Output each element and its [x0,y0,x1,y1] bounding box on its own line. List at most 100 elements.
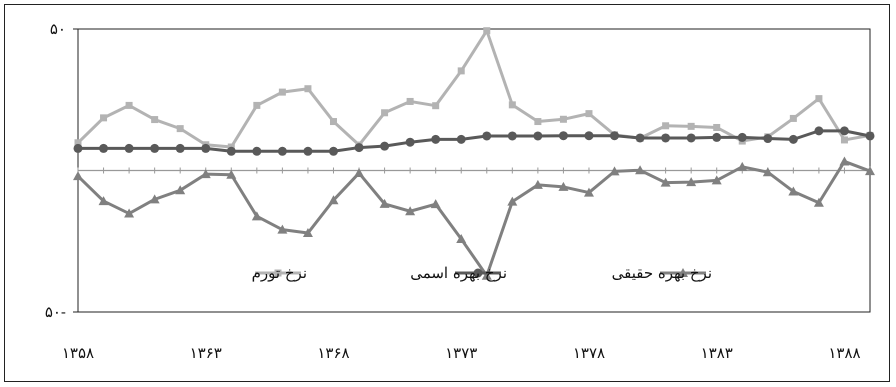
data-point-triangle [200,169,211,179]
series-triangle [73,156,875,280]
data-point-circle [175,143,185,153]
series-layer [73,27,875,280]
data-point-circle [814,126,824,136]
data-point-square [713,123,721,131]
data-point-square [662,122,670,130]
chart-frame [4,4,890,382]
data-point-circle [252,146,262,156]
data-point-triangle [711,175,722,185]
legend-label: نرخ تورم [252,264,307,282]
data-point-square [253,101,261,109]
data-point-triangle [124,208,135,218]
data-point-circle [839,126,849,136]
data-point-triangle [583,187,594,197]
data-point-square [100,114,108,122]
y-axis-ticks: ۵۰ ۵۰- [45,20,66,321]
legend-label: نرخ بهره اسمی [410,264,507,282]
data-point-circle [354,143,364,153]
legend-swatch-marker [274,269,282,277]
legend-swatch-marker [473,268,483,278]
data-point-circle [584,131,594,141]
data-point-square [534,118,542,126]
data-point-circle [763,134,773,144]
data-point-circle [865,131,875,141]
legend-item: نرخ بهره حقیقی [612,264,712,282]
data-point-triangle [226,169,237,179]
series-square [74,27,874,151]
data-point-circle [124,143,134,153]
legend-item: نرخ بهره اسمی [410,264,507,282]
data-point-circle [635,133,645,143]
data-point-square [483,27,491,35]
data-point-square [406,97,414,105]
y-tick-label: ۵۰- [45,303,66,321]
data-point-triangle [251,211,262,221]
data-point-circle [328,146,338,156]
data-point-circle [558,131,568,141]
data-point-triangle [737,161,748,171]
data-point-circle [226,146,236,156]
legend: نرخ تورم نرخ بهره اسمی نرخ بهره حقیقی [252,264,712,282]
data-point-square [278,88,286,96]
data-point-triangle [865,166,875,176]
data-point-square [151,116,159,124]
data-point-square [432,102,440,110]
data-point-circle [405,137,415,147]
data-point-square [74,139,82,147]
data-point-circle [150,143,160,153]
data-point-circle [201,143,211,153]
data-point-square [585,110,593,118]
data-point-circle [482,131,492,141]
data-point-triangle [686,177,697,187]
x-tick-label: ۱۳۷۸ [573,344,605,362]
data-point-triangle [328,195,339,205]
data-point-square [329,118,337,126]
x-tick-label: ۱۳۷۳ [445,344,477,362]
data-point-triangle [813,197,824,207]
data-point-square [457,67,465,75]
data-point-triangle [98,196,109,206]
data-point-square [559,115,567,123]
data-point-circle [507,131,517,141]
data-point-circle [661,133,671,143]
x-tick-label: ۱۳۶۸ [317,344,349,362]
data-point-circle [712,132,722,142]
data-point-triangle [609,166,620,176]
data-point-triangle [660,177,671,187]
data-point-triangle [839,156,850,166]
series-circle [73,126,875,156]
series-line-triangle [76,159,871,278]
legend-swatch-marker [678,268,688,277]
data-point-triangle [277,224,288,234]
data-point-circle [277,146,287,156]
series-line-square [76,29,871,149]
y-tick-label: ۵۰ [50,20,66,38]
data-point-square [687,122,695,130]
data-point-triangle [635,165,646,175]
legend-label: نرخ بهره حقیقی [612,264,712,282]
x-tick-label: ۱۳۵۸ [62,344,94,362]
data-point-triangle [507,196,518,206]
data-point-triangle [354,168,365,178]
data-point-square [381,109,389,117]
data-point-square [815,95,823,103]
data-point-circle [737,132,747,142]
x-tick-label: ۱۳۸۳ [701,344,733,362]
data-point-square [125,101,133,109]
legend-item: نرخ تورم [252,264,307,282]
data-point-triangle [430,199,441,209]
data-point-circle [99,143,109,153]
x-tick-label: ۱۳۸۸ [828,344,860,362]
data-point-triangle [149,194,160,204]
data-point-circle [686,133,696,143]
data-point-circle [456,134,466,144]
data-point-triangle [788,186,799,196]
data-point-triangle [302,228,313,238]
data-point-triangle [73,171,83,181]
data-point-triangle [532,179,543,189]
data-point-triangle [405,206,416,216]
data-point-square [176,125,184,133]
data-point-circle [380,141,390,151]
data-point-square [789,114,797,122]
